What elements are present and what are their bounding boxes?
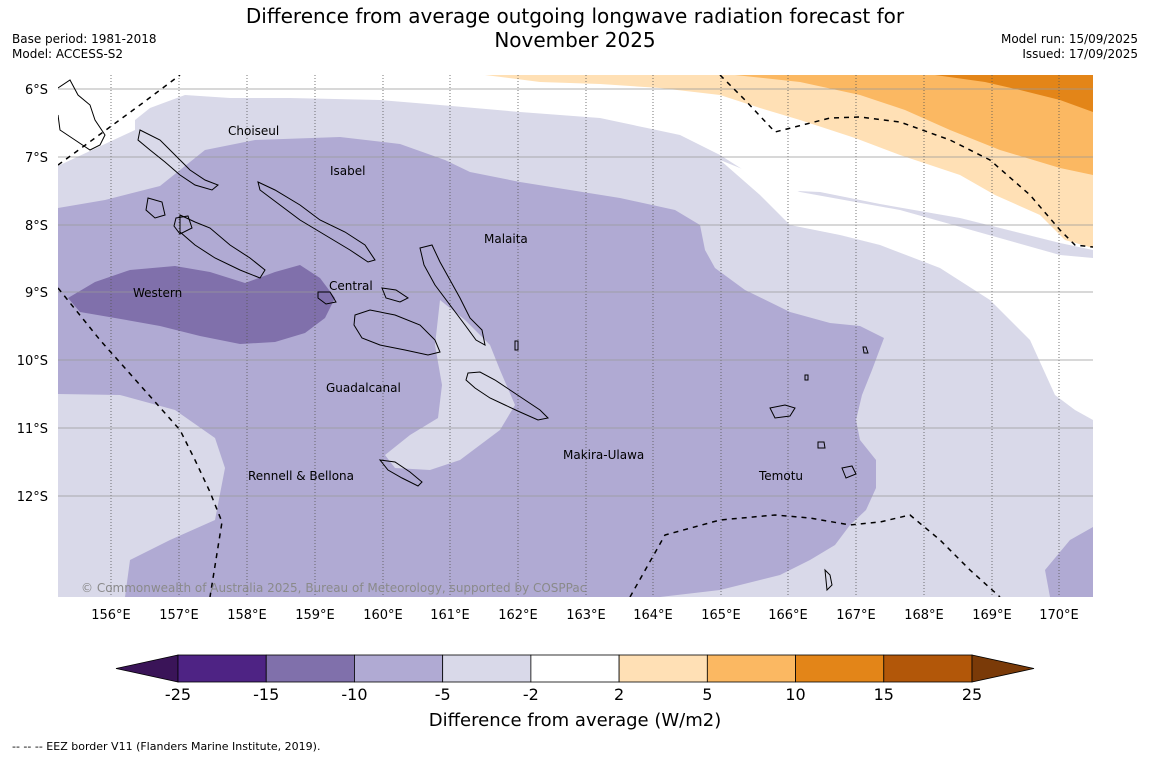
colorbar-extend-low [115, 654, 179, 683]
colorbar-tick-label: 15 [874, 685, 894, 704]
place-makira-ulawa: Makira-Ulawa [563, 448, 644, 462]
place-malaita: Malaita [484, 232, 528, 246]
eez-footnote: -- -- -- EEZ border V11 (Flanders Marine… [12, 740, 321, 753]
model-run: Model run: 15/09/2025 [1000, 32, 1138, 46]
place-rennell-bellona: Rennell & Bellona [248, 469, 354, 483]
colorbar-tick-label: -25 [165, 685, 191, 704]
lon-label: 167°E [836, 608, 876, 623]
island-bougainville [58, 79, 106, 151]
island-makira [465, 371, 550, 421]
lon-label: 162°E [498, 608, 538, 623]
lon-label: 159°E [295, 608, 335, 623]
province-labels: Choiseul Isabel Malaita Western Central … [133, 124, 803, 483]
positive-band-10-15 [935, 75, 1093, 112]
lon-label: 163°E [566, 608, 606, 623]
colorbar-tick-label: 2 [614, 685, 624, 704]
colorbar-tick-label: -15 [253, 685, 279, 704]
lat-label: 9°S [25, 286, 48, 301]
lat-label: 10°S [17, 354, 48, 369]
issued-date: Issued: 17/09/2025 [1022, 47, 1138, 61]
place-choiseul: Choiseul [228, 124, 279, 138]
colorbar-cell [265, 654, 355, 683]
copyright-notice: © Commonwealth of Australia 2025, Bureau… [81, 581, 586, 595]
anomaly-corner-se [1045, 527, 1093, 597]
lon-label: 164°E [633, 608, 673, 623]
meta-left: Base period: 1981-2018 Model: ACCESS-S2 [12, 32, 157, 62]
lon-label: 158°E [227, 608, 267, 623]
lon-label: 160°E [363, 608, 403, 623]
map: 6°S 7°S 8°S 9°S 10°S 11°S 12°S 156°E 157… [17, 75, 1093, 623]
lon-label: 166°E [768, 608, 808, 623]
colorbar-cell [530, 654, 620, 683]
lon-label: 161°E [430, 608, 470, 623]
island-small-2 [862, 346, 869, 354]
island-small-3 [824, 568, 833, 592]
island-choiseul [137, 129, 219, 191]
island-vanikoro [841, 465, 857, 479]
island-florida [317, 291, 337, 305]
title-line-1: Difference from average outgoing longwav… [245, 4, 905, 28]
lat-label: 7°S [25, 151, 48, 166]
colorbar-label: Difference from average (W/m2) [429, 710, 721, 731]
island-rennell [378, 459, 423, 487]
lat-label: 6°S [25, 83, 48, 98]
island-utupua [817, 441, 826, 449]
anomaly-band-dark [68, 265, 335, 344]
colorbar-tick-label: -5 [435, 685, 451, 704]
lon-label: 165°E [701, 608, 741, 623]
lat-label: 8°S [25, 219, 48, 234]
base-period: Base period: 1981-2018 [12, 32, 157, 46]
colorbar-tick-label: 5 [702, 685, 712, 704]
meta-right: Model run: 15/09/2025 Issued: 17/09/2025 [1001, 32, 1138, 62]
lon-label: 157°E [159, 608, 199, 623]
colorbar-extend-high [971, 654, 1035, 683]
place-central: Central [329, 279, 373, 293]
colorbar-tick-label: -10 [341, 685, 367, 704]
island-russell [381, 287, 409, 303]
title-line-2: November 2025 [494, 28, 656, 52]
colorbar-tick-label: 25 [962, 685, 982, 704]
place-temotu: Temotu [758, 469, 803, 483]
island-malaita [419, 244, 486, 346]
island-santa-cruz [769, 404, 796, 419]
longitude-labels: 156°E 157°E 158°E 159°E 160°E 161°E 162°… [91, 608, 1079, 623]
colorbar: -25 -15 -10 -5 -2 2 5 10 15 25 Difference from av… [115, 654, 1035, 731]
coastlines [58, 79, 869, 592]
island-vella-lavella [145, 197, 166, 219]
latitude-gridlines [58, 88, 1093, 497]
model-name: Model: ACCESS-S2 [12, 47, 124, 61]
colorbar-cell [177, 654, 267, 683]
colorbar-cell [618, 654, 708, 683]
lat-label: 11°S [17, 422, 48, 437]
colorbar-tick-label: 10 [785, 685, 805, 704]
island-guadalcanal [353, 309, 441, 356]
colorbar-cell [795, 654, 885, 683]
lon-label: 169°E [972, 608, 1012, 623]
island-small-4 [514, 340, 519, 351]
latitude-labels: 6°S 7°S 8°S 9°S 10°S 11°S 12°S [17, 83, 48, 505]
lon-label: 170°E [1039, 608, 1079, 623]
lon-label: 156°E [91, 608, 131, 623]
island-small-1 [804, 374, 809, 381]
lat-label: 12°S [17, 490, 48, 505]
island-isabel [257, 181, 376, 263]
colorbar-cell [883, 654, 973, 683]
lon-label: 168°E [904, 608, 944, 623]
colorbar-cell [354, 654, 444, 683]
place-guadalcanal: Guadalcanal [326, 381, 401, 395]
place-western: Western [133, 286, 182, 300]
island-kolombangara [173, 215, 193, 235]
colorbar-tick-label: -2 [523, 685, 539, 704]
place-isabel: Isabel [330, 164, 365, 178]
eez-border [58, 75, 1093, 597]
island-new-georgia [179, 214, 266, 279]
longitude-gridlines [110, 75, 1060, 597]
colorbar-cell [442, 654, 532, 683]
positive-band-5-10 [735, 75, 1093, 175]
colorbar-cell [706, 654, 796, 683]
chart-title: Difference from average outgoing longwav… [0, 4, 1150, 52]
